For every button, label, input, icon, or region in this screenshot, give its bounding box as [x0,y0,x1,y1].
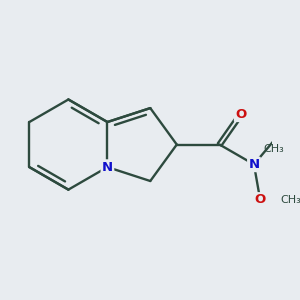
Text: O: O [255,194,266,206]
Text: N: N [248,158,260,171]
Text: O: O [235,108,246,121]
Text: N: N [102,160,113,174]
Text: CH₃: CH₃ [263,144,284,154]
Text: CH₃: CH₃ [280,195,300,205]
